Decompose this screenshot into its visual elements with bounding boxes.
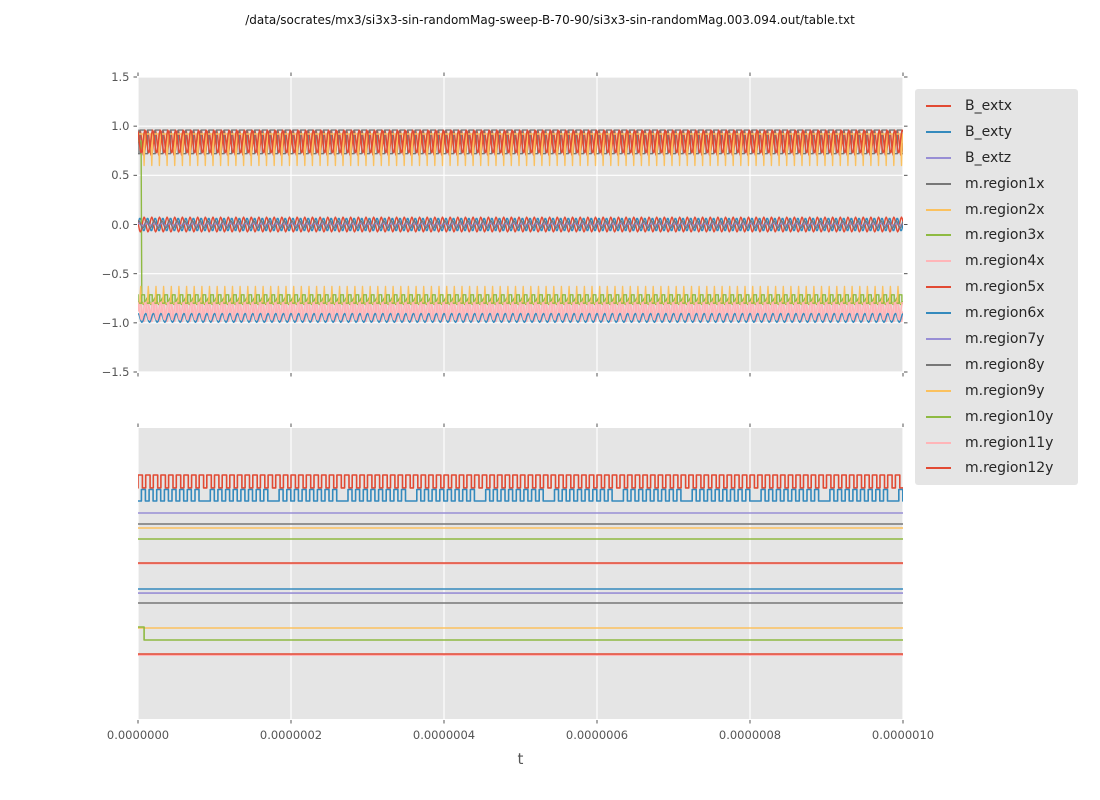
- legend-label: m.region12y: [965, 460, 1054, 477]
- top-series: [138, 129, 903, 323]
- x-tick-label: 0.0000004: [412, 728, 476, 742]
- bottom-axes-background: [138, 428, 903, 719]
- legend-item: B_extx: [915, 93, 1078, 119]
- y-tick-label: 1.0: [111, 119, 130, 134]
- legend-line-sample: [926, 467, 951, 470]
- legend-line-sample: [926, 415, 951, 418]
- series-B_extx: [138, 474, 903, 489]
- legend-label: m.region4x: [965, 253, 1045, 270]
- tick-marks: [133, 72, 908, 724]
- legend-label: m.region1x: [965, 175, 1045, 192]
- legend-line-sample: [926, 182, 951, 185]
- series-m.region11y: [138, 301, 903, 321]
- legend: B_extx B_exty B_extz m.region1x m.region2x m.…: [915, 89, 1078, 486]
- legend-item: B_extz: [915, 145, 1078, 171]
- legend-label: m.region10y: [965, 408, 1054, 425]
- legend-item: m.region3x: [915, 222, 1078, 248]
- legend-line-sample: [926, 156, 951, 159]
- x-tick-label: 0.0000006: [565, 728, 629, 742]
- legend-item: m.region11y: [915, 430, 1078, 456]
- x-tick-label: 0.0000010: [871, 728, 935, 742]
- legend-label: m.region6x: [965, 305, 1045, 322]
- legend-line-sample: [926, 337, 951, 340]
- legend-label: m.region5x: [965, 279, 1045, 296]
- legend-item: m.region9y: [915, 378, 1078, 404]
- legend-item: m.region8y: [915, 352, 1078, 378]
- y-tick-label: −0.5: [101, 266, 130, 281]
- legend-line-sample: [926, 441, 951, 444]
- x-axis-label: t: [517, 750, 524, 768]
- legend-line-sample: [926, 363, 951, 366]
- plot-title: /data/socrates/mx3/si3x3-sin-randomMag-s…: [245, 13, 855, 27]
- x-tick-label: 0.0000000: [106, 728, 170, 742]
- legend-label: m.region3x: [965, 227, 1045, 244]
- legend-line-sample: [926, 130, 951, 133]
- legend-item: m.region5x: [915, 274, 1078, 300]
- legend-line-sample: [926, 234, 951, 237]
- y-tick-label: 0.5: [111, 168, 130, 183]
- legend-item: m.region4x: [915, 248, 1078, 274]
- y-tick-label: 0.0: [111, 217, 130, 232]
- series-m.region10y: [138, 626, 903, 641]
- y-tick-label: −1.0: [101, 315, 130, 330]
- legend-item: m.region7y: [915, 326, 1078, 352]
- legend-item: m.region1x: [915, 171, 1078, 197]
- legend-item: m.region10y: [915, 404, 1078, 430]
- legend-line-sample: [926, 260, 951, 263]
- legend-item: B_exty: [915, 119, 1078, 145]
- x-tick-label: 0.0000008: [718, 728, 782, 742]
- legend-label: m.region7y: [965, 330, 1045, 347]
- y-tick-label: 1.5: [111, 70, 130, 84]
- legend-label: B_extz: [965, 149, 1012, 166]
- legend-label: B_exty: [965, 123, 1013, 140]
- series-m.region8y: [138, 220, 903, 229]
- legend-line-sample: [926, 286, 951, 289]
- legend-item: m.region12y: [915, 455, 1078, 481]
- series-m.region10y: [138, 294, 903, 304]
- legend-line-sample: [926, 208, 951, 211]
- legend-label: B_extx: [965, 97, 1013, 114]
- legend-label: m.region2x: [965, 201, 1045, 218]
- y-tick-label: −1.5: [101, 365, 130, 379]
- legend-label: m.region8y: [965, 356, 1045, 373]
- legend-label: m.region9y: [965, 382, 1045, 399]
- x-tick-label: 0.0000002: [259, 728, 323, 742]
- legend-label: m.region11y: [965, 434, 1054, 451]
- legend-line-sample: [926, 389, 951, 392]
- bottom-series: [138, 474, 903, 656]
- legend-item: m.region2x: [915, 197, 1078, 223]
- series-m.region2x: [138, 133, 903, 167]
- legend-line-sample: [926, 312, 951, 315]
- series-m.region12y: [138, 129, 903, 154]
- legend-item: m.region6x: [915, 300, 1078, 326]
- legend-line-sample: [926, 104, 951, 107]
- series-B_exty: [138, 488, 903, 502]
